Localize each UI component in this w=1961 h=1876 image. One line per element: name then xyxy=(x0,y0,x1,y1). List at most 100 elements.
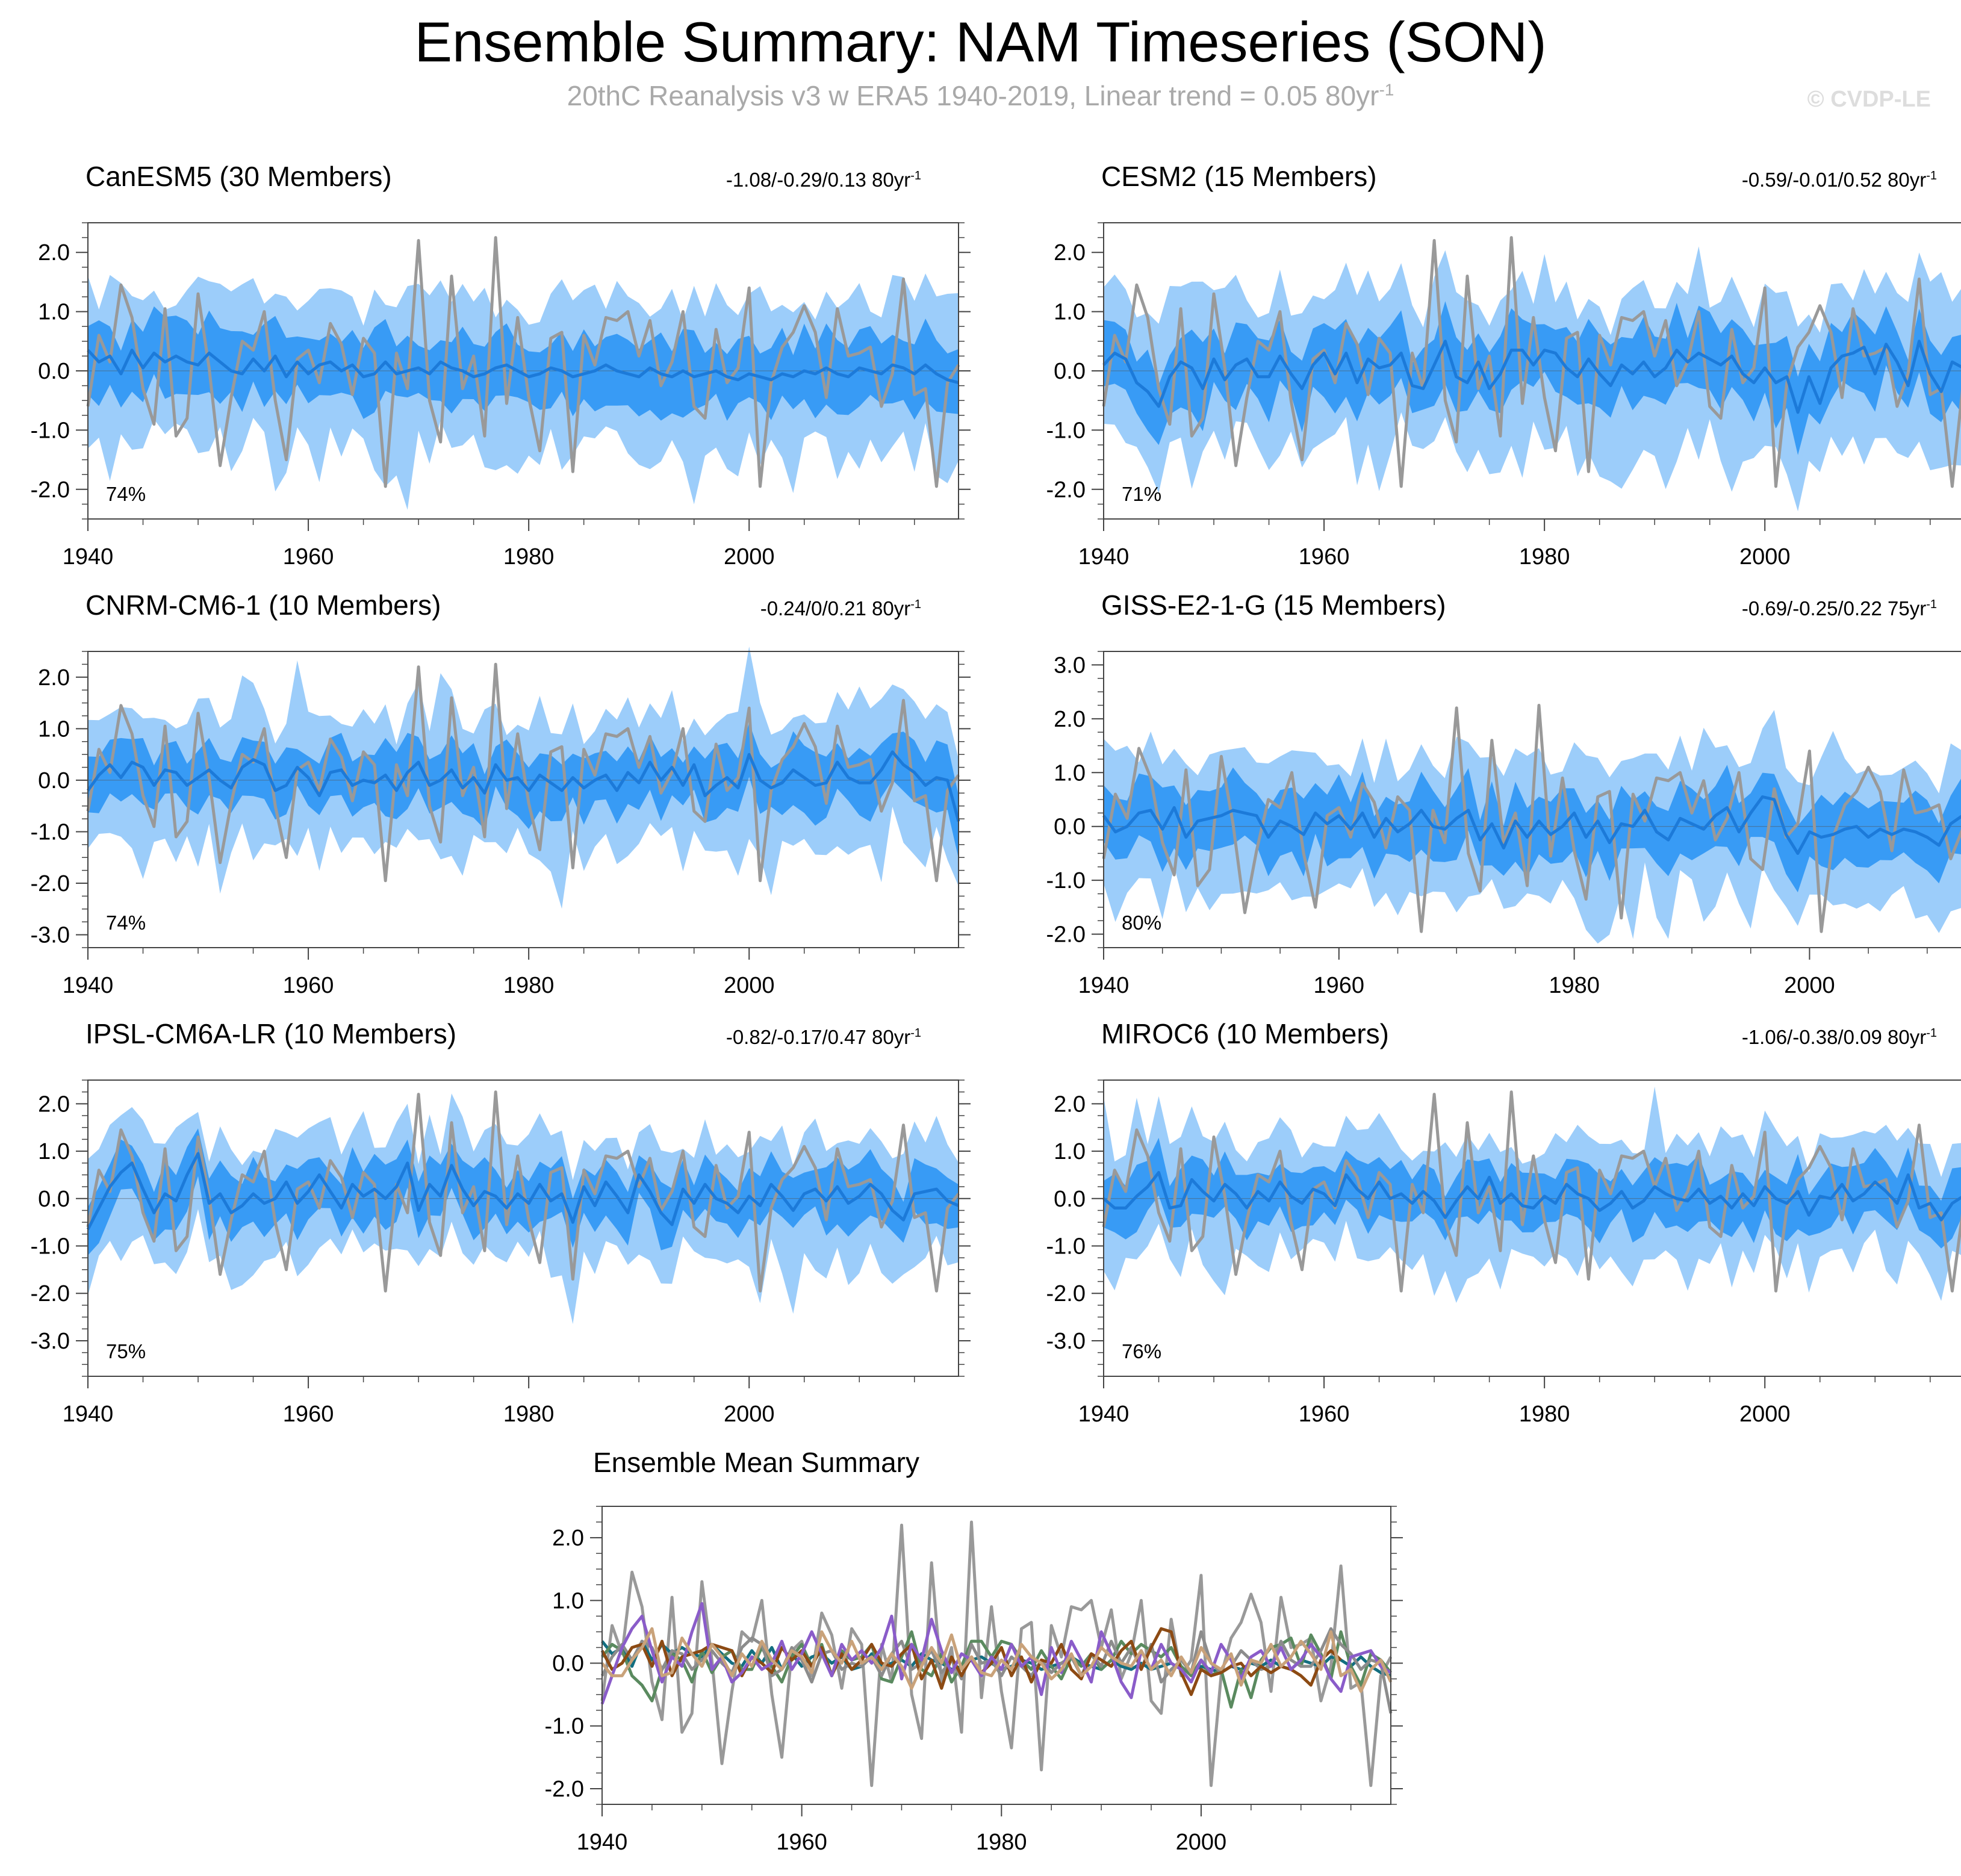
panel-trend: -0.24/0/0.21 80yr-1 xyxy=(760,597,921,620)
y-tick-label: 0.0 xyxy=(38,359,70,384)
y-tick-label: -3.0 xyxy=(1046,1329,1086,1354)
x-tick-label: 1960 xyxy=(1299,1402,1350,1427)
y-tick-label: -2.0 xyxy=(1046,922,1086,948)
panel-title: MIROC6 (10 Members) xyxy=(1101,1018,1389,1049)
y-tick-label: -2.0 xyxy=(545,1777,584,1802)
panel-title: GISS-E2-1-G (15 Members) xyxy=(1101,589,1446,621)
y-tick-label: 3.0 xyxy=(1054,653,1086,678)
x-tick-label: 1960 xyxy=(1299,544,1350,570)
figure-title: Ensemble Summary: NAM Timeseries (SON) xyxy=(414,10,1547,73)
ensemble-mean-line xyxy=(1102,795,1961,855)
panel-plot: -2.0 -1.0 0.0 1.0 2.0 3.0 1940 1960 1980 2000 xyxy=(1046,651,1961,998)
x-tick-label: 1960 xyxy=(1314,973,1365,998)
y-tick-label: -2.0 xyxy=(31,477,70,503)
ensemble-mean-title: Ensemble Mean Summary xyxy=(593,1447,919,1478)
y-tick-label: 1.0 xyxy=(1054,760,1086,786)
x-tick-label: 1980 xyxy=(503,1402,555,1427)
subtitle-superscript: -1 xyxy=(1379,80,1394,99)
figure-subtitle: 20thC Reanalysis v3 w ERA5 1940-2019, Li… xyxy=(0,79,1961,112)
observations-line xyxy=(86,662,960,883)
y-tick-label: 2.0 xyxy=(1054,707,1086,732)
panel-title: IPSL-CM6A-LR (10 Members) xyxy=(85,1018,457,1049)
x-tick-label: 1940 xyxy=(1078,544,1130,570)
x-tick-label: 2000 xyxy=(1176,1830,1227,1855)
panel-cesm2: CESM2 (15 Members) -0.59/-0.01/0.52 80yr… xyxy=(1046,163,1961,596)
trend-superscript: -1 xyxy=(910,598,921,611)
ensemble-mean-line xyxy=(87,349,959,385)
y-tick-label: -2.0 xyxy=(1046,477,1086,503)
x-tick-label: 2000 xyxy=(724,973,775,998)
panel-plot: -3.0 -2.0 -1.0 0.0 1.0 2.0 1940 1960 1980 2000 xyxy=(31,646,971,998)
panel-title: CanESM5 (30 Members) xyxy=(85,161,392,192)
x-tick-label: 1980 xyxy=(1549,973,1600,998)
y-tick-label: 2.0 xyxy=(1054,240,1086,266)
series-line-miroc6 xyxy=(601,1627,1393,1693)
y-tick-label: 2.0 xyxy=(1054,1092,1086,1117)
y-tick-label: 0.0 xyxy=(38,1187,70,1212)
plot-frame xyxy=(87,651,959,948)
x-tick-label: 2000 xyxy=(1739,1402,1791,1427)
coverage-pct-label: 76% xyxy=(1122,1340,1162,1362)
observations-line xyxy=(86,236,960,488)
y-tick-label: 0.0 xyxy=(552,1651,584,1677)
y-tick-label: 1.0 xyxy=(1054,300,1086,325)
x-tick-label: 1940 xyxy=(1078,973,1130,998)
trend-text: -0.69/-0.25/0.22 75yr xyxy=(1741,597,1927,620)
y-tick-label: -1.0 xyxy=(1046,868,1086,893)
ensemble-mean-line xyxy=(86,1152,959,1231)
x-tick-label: 1980 xyxy=(976,1830,1027,1855)
subtitle-text: 20thC Reanalysis v3 w ERA5 1940-2019, Li… xyxy=(567,80,1379,111)
panel-canesm5: CanESM5 (30 Members) -1.08/-0.29/0.13 80… xyxy=(31,161,971,596)
panel-trend: -0.82/-0.17/0.47 80yr-1 xyxy=(726,1026,921,1049)
y-tick-label: -1.0 xyxy=(31,819,70,845)
plot-frame xyxy=(601,1506,1391,1805)
panel-trend: -0.59/-0.01/0.52 80yr-1 xyxy=(1742,169,1937,191)
y-tick-label: 1.0 xyxy=(38,716,70,742)
x-tick-label: 1940 xyxy=(63,1402,114,1427)
trend-superscript: -1 xyxy=(910,169,921,182)
x-tick-label: 1980 xyxy=(503,544,555,570)
y-tick-label: -2.0 xyxy=(31,1281,70,1306)
y-tick-label: -1.0 xyxy=(1046,1234,1086,1259)
x-tick-label: 2000 xyxy=(1784,973,1835,998)
panel-trend: -0.69/-0.25/0.22 75yr-1 xyxy=(1742,597,1937,620)
inner-spread-band xyxy=(1104,1137,1961,1249)
panel-plot: -2.0 -1.0 0.0 1.0 2.0 1940 1960 1980 2000 xyxy=(1046,222,1961,570)
x-tick-label: 2000 xyxy=(724,1402,775,1427)
y-tick-label: 2.0 xyxy=(38,240,70,266)
x-tick-label: 1960 xyxy=(283,1402,334,1427)
x-tick-label: 1940 xyxy=(63,973,114,998)
y-tick-label: -2.0 xyxy=(1046,1281,1086,1306)
x-tick-label: 1960 xyxy=(283,544,334,570)
y-tick-label: 1.0 xyxy=(38,1139,70,1164)
x-tick-label: 1940 xyxy=(1078,1402,1130,1427)
y-tick-label: 2.0 xyxy=(552,1526,584,1551)
observations-line xyxy=(1102,704,1961,933)
y-tick-label: -3.0 xyxy=(31,1329,70,1354)
x-tick-label: 1960 xyxy=(776,1830,827,1855)
y-tick-label: 0.0 xyxy=(38,768,70,794)
panel-plot: -2.0 -1.0 0.0 1.0 2.0 1940 1960 1980 2000 xyxy=(31,222,971,570)
panel-ensemble-mean: -2.0 -1.0 0.0 1.0 2.0 1940 1960 1980 2000 xyxy=(512,1491,1451,1876)
ensemble-mean-line xyxy=(86,750,960,822)
copyright-label: © CVDP-LE xyxy=(1807,87,1931,112)
y-tick-label: -3.0 xyxy=(31,923,70,948)
y-tick-label: -2.0 xyxy=(31,871,70,896)
y-tick-label: 2.0 xyxy=(38,1092,70,1117)
trend-superscript: -1 xyxy=(910,1027,921,1040)
coverage-pct-label: 75% xyxy=(106,1340,146,1362)
series-line-ipsl-cm6a-lr xyxy=(600,1602,1392,1705)
trend-superscript: -1 xyxy=(1926,598,1937,611)
y-tick-label: 0.0 xyxy=(1054,359,1086,384)
observations-line xyxy=(1102,1090,1961,1293)
x-tick-label: 1960 xyxy=(283,973,334,998)
y-tick-label: 1.0 xyxy=(38,300,70,325)
y-tick-label: 1.0 xyxy=(1054,1139,1086,1164)
x-tick-label: 1980 xyxy=(1519,1402,1570,1427)
inner-spread-band xyxy=(1104,301,1961,455)
panel-title: CNRM-CM6-1 (10 Members) xyxy=(85,589,441,621)
trend-superscript: -1 xyxy=(1926,169,1937,182)
coverage-pct-label: 71% xyxy=(1122,483,1162,505)
x-tick-label: 2000 xyxy=(724,544,775,570)
x-tick-label: 1980 xyxy=(503,973,555,998)
